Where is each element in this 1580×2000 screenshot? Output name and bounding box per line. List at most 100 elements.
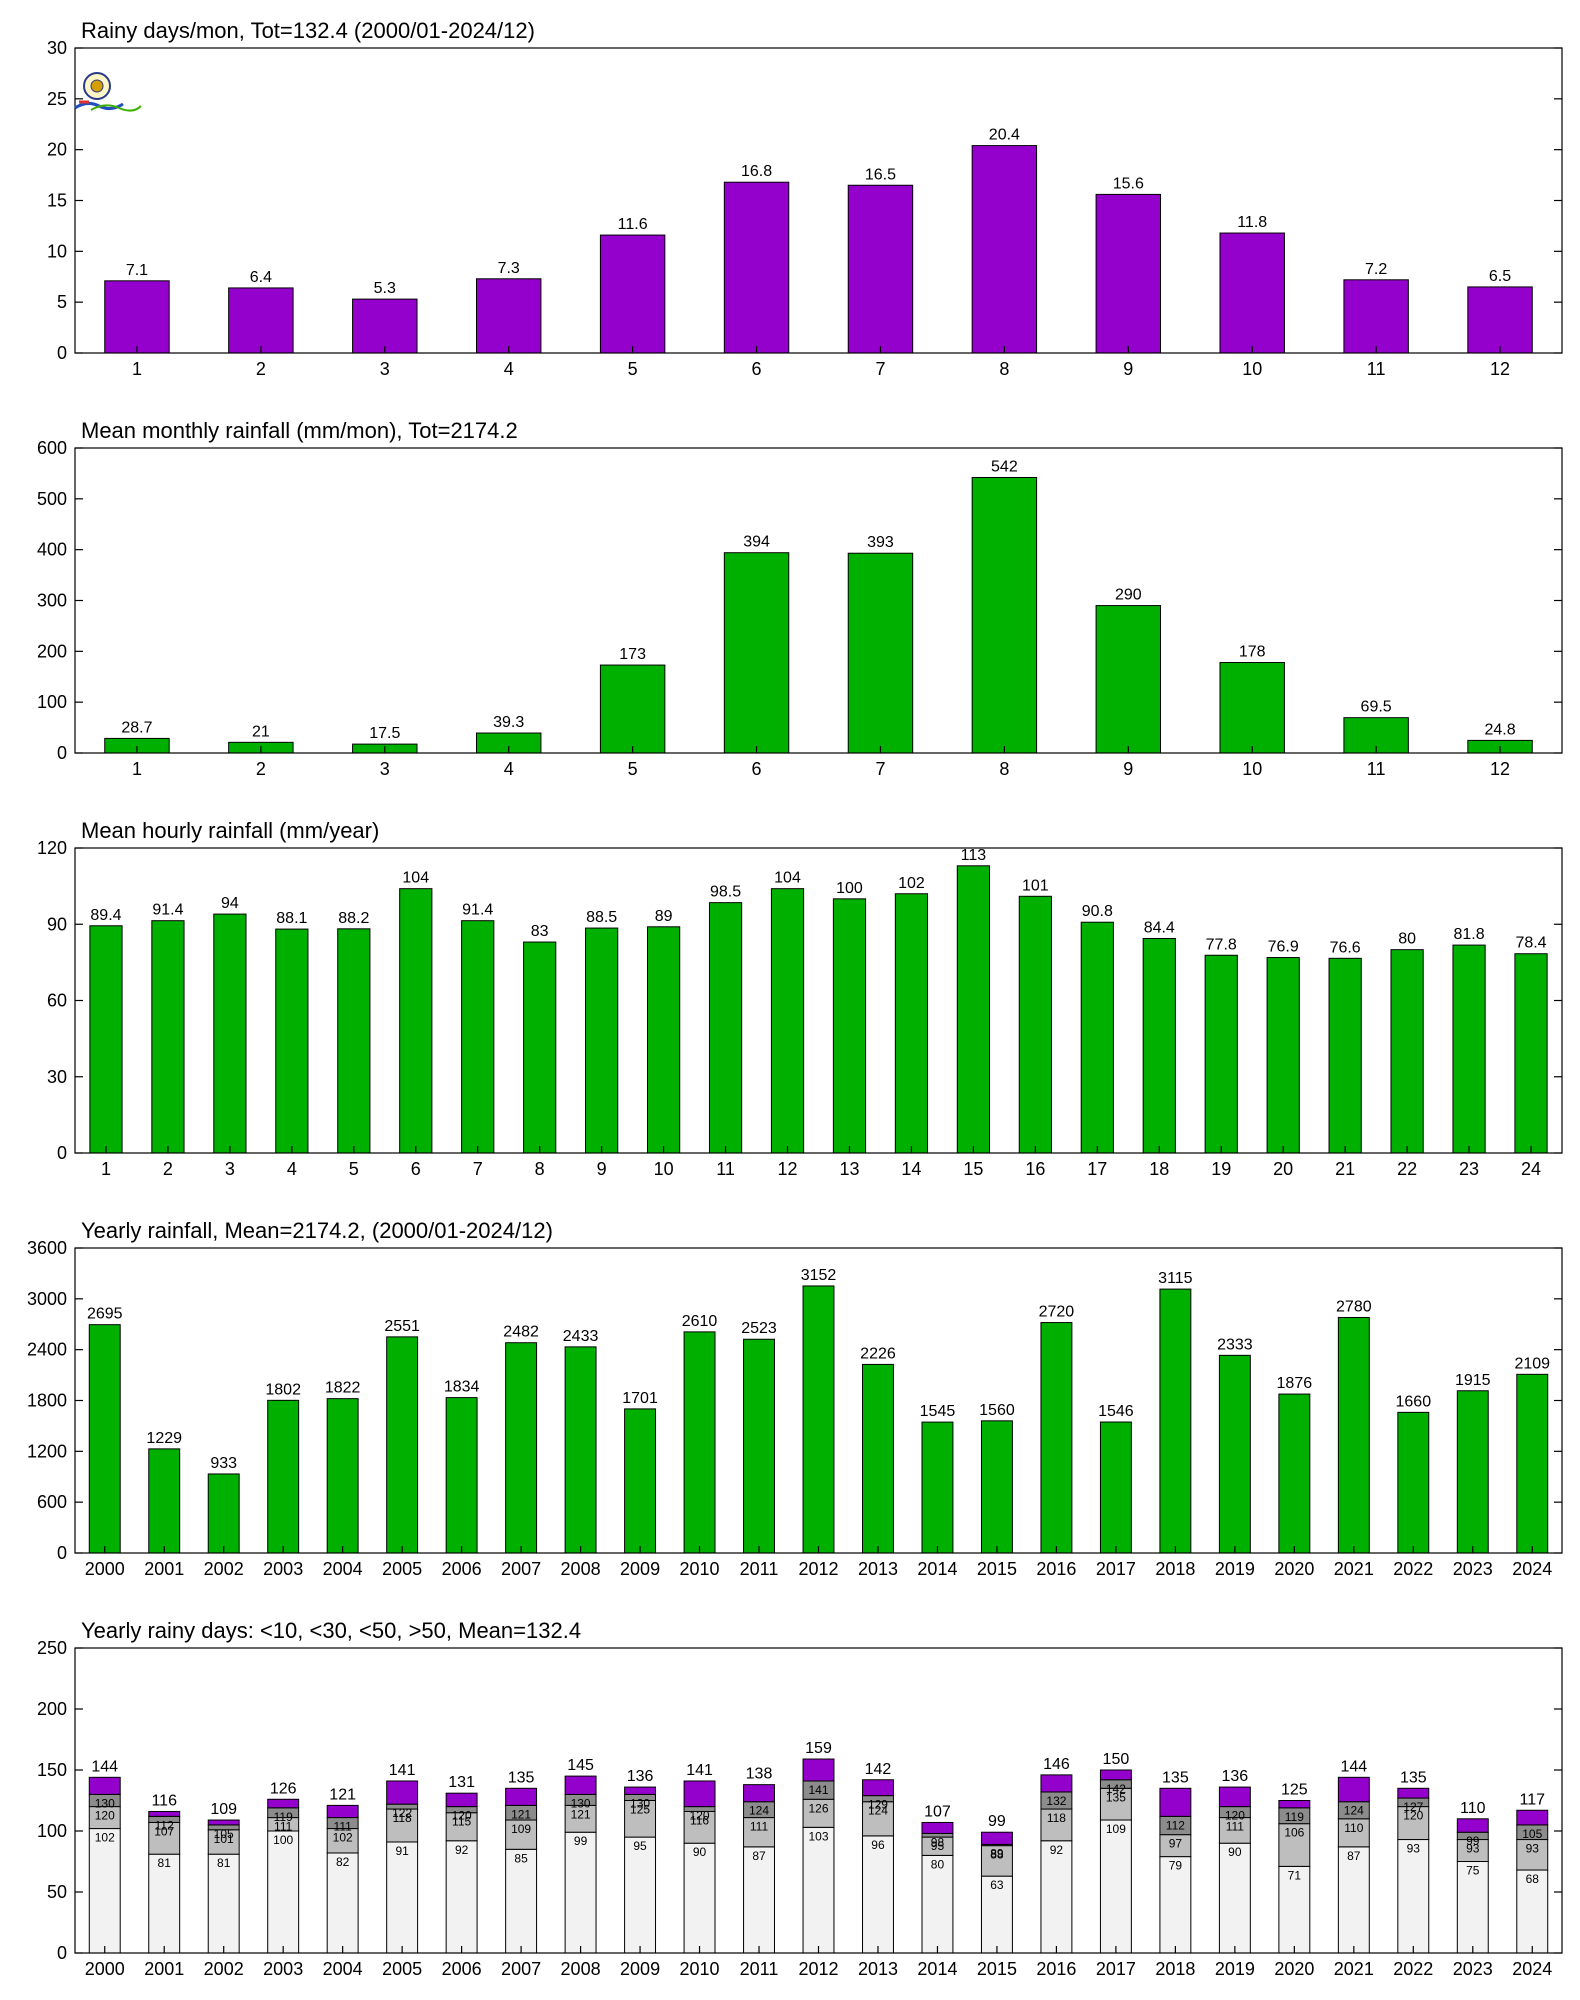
bar-2013-lt30 — [862, 1801, 894, 1837]
x-tick-label-2004: 2004 — [323, 1559, 363, 1579]
data-label-12: 24.8 — [1484, 721, 1515, 738]
data-label-2022-total: 135 — [1400, 1769, 1427, 1786]
x-tick-label-18: 18 — [1149, 1159, 1169, 1179]
university-seal-logo — [74, 72, 142, 112]
data-label-5: 88.2 — [338, 910, 369, 927]
data-label-5: 11.6 — [618, 216, 648, 233]
data-label-2003-total: 126 — [270, 1780, 297, 1797]
bar-6 — [399, 888, 433, 1154]
data-label-2011-lt50: 124 — [749, 1804, 769, 1818]
x-tick-label-10: 10 — [654, 1159, 674, 1179]
data-label-2023-lt30: 93 — [1466, 1842, 1480, 1856]
data-label-2022-lt30: 120 — [1403, 1809, 1423, 1823]
bar-2015-lt10 — [980, 1875, 1013, 1954]
data-label-2006-lt50: 120 — [452, 1809, 472, 1823]
bar-2008-lt10 — [564, 1831, 597, 1954]
bar-2017 — [1099, 1421, 1132, 1554]
data-label-2007: 2482 — [503, 1324, 539, 1341]
y-tick-label: 400 — [37, 540, 67, 560]
seal-swoosh-green — [90, 104, 142, 112]
bar-2007 — [505, 1342, 538, 1554]
bar-24 — [1514, 953, 1548, 1154]
x-tick-label-22: 22 — [1397, 1159, 1417, 1179]
data-label-2019: 2333 — [1217, 1336, 1253, 1353]
y-tick-label: 150 — [37, 1760, 67, 1780]
data-label-18: 84.4 — [1144, 919, 1175, 936]
chart-title: Yearly rainy days: <10, <30, <50, >50, M… — [81, 1618, 581, 1643]
data-label-14: 102 — [898, 875, 925, 892]
bar-2004-gt50 — [326, 1804, 359, 1819]
data-label-2001-lt50: 112 — [155, 1818, 174, 1832]
bar-13 — [832, 898, 867, 1154]
bar-5 — [599, 234, 666, 354]
data-label-2024-lt50: 105 — [1522, 1827, 1542, 1841]
x-tick-label-2005: 2005 — [382, 1959, 422, 1979]
data-label-2008-lt50: 130 — [571, 1796, 591, 1810]
data-label-2012: 3152 — [801, 1267, 837, 1284]
chart-title: Rainy days/mon, Tot=132.4 (2000/01-2024/… — [81, 18, 535, 43]
bar-2020 — [1278, 1393, 1311, 1554]
data-label-2004-lt10: 82 — [336, 1855, 350, 1869]
bar-2000-gt50 — [88, 1776, 121, 1795]
data-label-2018-lt50: 112 — [1166, 1818, 1185, 1832]
data-label-2: 21 — [252, 723, 270, 740]
x-tick-label-2000: 2000 — [85, 1959, 125, 1979]
bar-2007-lt10 — [505, 1848, 538, 1954]
bar-9 — [1095, 605, 1162, 754]
x-tick-label-8: 8 — [535, 1159, 545, 1179]
x-tick-label-2005: 2005 — [382, 1559, 422, 1579]
y-tick-label: 2400 — [27, 1340, 67, 1360]
bar-2005 — [386, 1336, 419, 1554]
data-label-2004-total: 121 — [329, 1786, 356, 1803]
data-label-21: 76.6 — [1330, 939, 1361, 956]
x-tick-label-8: 8 — [999, 759, 1009, 779]
bar-18 — [1142, 937, 1176, 1154]
x-tick-label-2016: 2016 — [1036, 1959, 1076, 1979]
bar-2016 — [1040, 1322, 1073, 1554]
x-tick-label-2015: 2015 — [977, 1559, 1017, 1579]
y-tick-label: 100 — [37, 1821, 67, 1841]
data-label-2015: 1560 — [979, 1402, 1015, 1419]
bar-2024 — [1516, 1373, 1549, 1554]
y-tick-label: 1200 — [27, 1441, 67, 1461]
bar-2019 — [1218, 1354, 1251, 1554]
data-label-12: 6.5 — [1489, 268, 1511, 285]
bar-4 — [275, 928, 309, 1154]
data-label-4: 88.1 — [276, 910, 307, 927]
data-label-1: 28.7 — [121, 719, 152, 736]
y-tick-label: 30 — [47, 38, 67, 58]
data-label-4: 39.3 — [493, 714, 524, 731]
axes-frame — [74, 47, 1563, 354]
bar-1 — [104, 280, 170, 354]
data-label-2005: 2551 — [384, 1318, 420, 1335]
bar-10 — [646, 926, 681, 1154]
data-label-2000-total: 144 — [91, 1758, 118, 1775]
data-label-2010-lt10: 90 — [693, 1845, 707, 1859]
x-tick-label-12: 12 — [1490, 759, 1510, 779]
x-tick-label-2001: 2001 — [144, 1959, 184, 1979]
bar-20 — [1266, 957, 1300, 1154]
x-tick-label-3: 3 — [380, 359, 390, 379]
bar-23 — [1452, 944, 1486, 1154]
data-label-2017-lt50: 142 — [1106, 1782, 1126, 1796]
data-label-2013-lt30: 124 — [868, 1804, 888, 1818]
bar-2010-lt10 — [683, 1842, 716, 1954]
data-label-2012-lt50: 141 — [808, 1783, 828, 1797]
bar-2 — [228, 287, 294, 354]
data-label-2000: 2695 — [87, 1306, 123, 1323]
bar-2003 — [267, 1399, 300, 1554]
x-tick-label-2008: 2008 — [561, 1559, 601, 1579]
bar-2001-gt50 — [148, 1810, 181, 1817]
data-label-2008-total: 145 — [567, 1757, 594, 1774]
data-label-2013-lt10: 96 — [871, 1838, 885, 1852]
y-tick-label: 300 — [37, 591, 67, 611]
x-tick-label-2022: 2022 — [1393, 1559, 1433, 1579]
data-label-17: 90.8 — [1082, 903, 1113, 920]
data-label-2016-lt50: 132 — [1046, 1794, 1066, 1808]
data-label-2024-total: 117 — [1520, 1791, 1546, 1808]
data-label-2002-lt50: 105 — [214, 1827, 234, 1841]
data-label-2015-total: 99 — [988, 1813, 1006, 1830]
data-label-24: 78.4 — [1515, 935, 1546, 952]
data-label-2021-total: 144 — [1340, 1758, 1367, 1775]
data-label-2000-lt30: 120 — [95, 1809, 115, 1823]
